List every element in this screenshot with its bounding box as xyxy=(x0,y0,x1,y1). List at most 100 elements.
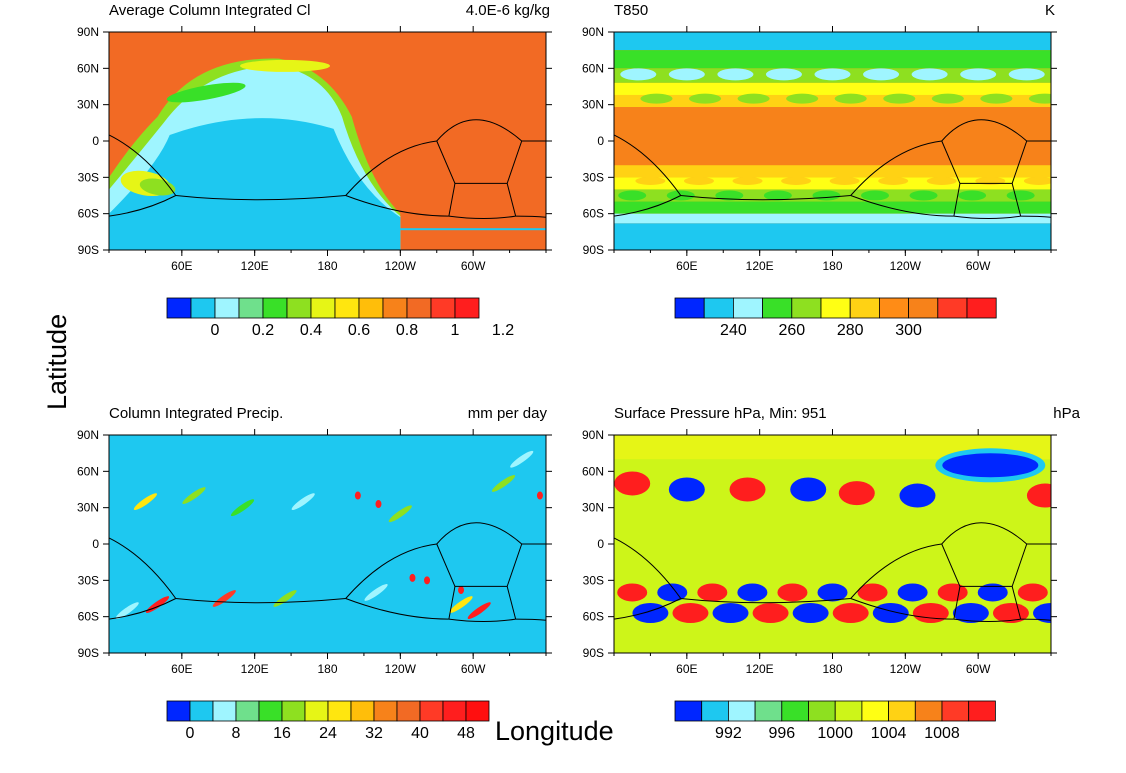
field-layer xyxy=(109,435,546,653)
y-tick-label: 90S xyxy=(583,243,604,257)
grid-boundary-line xyxy=(850,543,942,599)
grid-boundary-line xyxy=(436,140,456,184)
x-tick-label: 120E xyxy=(746,259,774,273)
field-band xyxy=(614,165,1051,178)
grid-boundary-line xyxy=(1011,140,1028,184)
pressure-blob xyxy=(792,603,829,624)
pressure-blob xyxy=(1026,483,1051,508)
grid-boundary-line xyxy=(850,598,954,620)
field-blob xyxy=(737,93,770,104)
pressure-blob xyxy=(712,603,749,624)
field-blob xyxy=(863,68,900,81)
panel-units: K xyxy=(1044,2,1055,19)
grid-boundary-line xyxy=(506,543,523,587)
x-tick-label: 120E xyxy=(241,662,269,676)
pressure-blob xyxy=(777,583,808,602)
pressure-blob xyxy=(1017,583,1048,602)
precip-streak xyxy=(291,493,315,511)
grid-boundary-line xyxy=(613,537,682,599)
grid-boundary-line xyxy=(1020,215,1052,218)
precip-streak xyxy=(388,505,412,523)
precip-streak xyxy=(364,584,388,601)
field-blob xyxy=(960,68,997,81)
x-tick-label: 120W xyxy=(385,259,417,273)
y-tick-label: 30N xyxy=(77,501,99,515)
panel-column-cl: Average Column Integrated Cl 4.0E-6 kg/k… xyxy=(0,0,560,360)
panel-surface-pressure: Surface Pressure hPa, Min: 951 hPa 90N 60… xyxy=(505,403,1080,763)
panel-title: Column Integrated Precip. xyxy=(109,405,284,422)
grid-boundary-line xyxy=(506,586,517,620)
field-band xyxy=(614,32,1051,51)
field-blob xyxy=(240,59,331,72)
field-blob xyxy=(931,93,964,104)
field-region-cyan xyxy=(109,118,401,250)
grid-boundary-line xyxy=(515,618,547,621)
grid-boundary-line xyxy=(108,537,177,599)
y-tick-label: 30N xyxy=(582,98,604,112)
x-tick-label: 60E xyxy=(171,662,192,676)
y-tick-label: 90N xyxy=(582,25,604,39)
grid-boundary-line xyxy=(1011,183,1022,217)
grid-boundary-line xyxy=(345,140,437,196)
pressure-blob xyxy=(617,583,648,602)
grid-boundary-line xyxy=(345,543,437,599)
grid-boundary-line xyxy=(506,140,523,184)
grid-boundary-line xyxy=(436,543,456,587)
field-blob xyxy=(1006,190,1035,201)
x-tick-label: 180 xyxy=(822,259,842,273)
precip-cell xyxy=(458,586,465,595)
x-tick-label: 60E xyxy=(171,259,192,273)
grid-boundary-line xyxy=(613,598,681,620)
precip-cell xyxy=(409,573,416,582)
y-tick-label: 90N xyxy=(582,428,604,442)
y-tick-label: 60S xyxy=(583,610,604,624)
y-tick-label: 90S xyxy=(78,646,99,660)
field-blob xyxy=(717,68,754,81)
x-tick-label: 180 xyxy=(317,259,337,273)
y-tick-label: 0 xyxy=(597,537,604,551)
field-band xyxy=(614,107,1051,166)
pressure-blob xyxy=(1033,603,1051,624)
field-blob xyxy=(909,190,938,201)
grid-boundary-line xyxy=(953,618,1021,622)
field-blob xyxy=(1008,68,1045,81)
pressure-blob xyxy=(729,477,766,502)
grid-boundary-line xyxy=(448,586,456,620)
precip-cell xyxy=(354,491,361,500)
pressure-blob xyxy=(899,483,936,508)
field-blob xyxy=(763,190,792,201)
y-tick-label: 60S xyxy=(78,207,99,221)
precip-streak xyxy=(133,493,158,511)
pressure-blob xyxy=(737,583,768,602)
grid-boundary-line xyxy=(448,215,516,219)
field-blob xyxy=(814,68,851,81)
field-layer xyxy=(614,435,1051,653)
y-tick-label: 90N xyxy=(77,428,99,442)
panel-title: T850 xyxy=(614,2,649,19)
y-tick-label: 90N xyxy=(77,25,99,39)
panel-t850: T850 K 90N 60N 30N 0 30S 60S 90S 60E 120E 180 120W… xyxy=(505,0,1065,360)
precip-streak xyxy=(510,450,534,468)
x-tick-label: 180 xyxy=(317,662,337,676)
grid-boundary-line xyxy=(613,134,682,196)
field-blob xyxy=(715,190,744,201)
field-blob xyxy=(812,190,841,201)
field-blob xyxy=(878,176,909,185)
y-tick-label: 30N xyxy=(77,98,99,112)
x-tick-label: 120W xyxy=(890,259,922,273)
grid-boundary-line xyxy=(941,522,1028,545)
y-tick-label: 0 xyxy=(92,134,99,148)
grid-boundary-line xyxy=(1011,586,1022,620)
field-blob xyxy=(166,82,246,103)
field-blob xyxy=(883,93,916,104)
grid-boundary-line xyxy=(1020,618,1052,621)
y-tick-label: 30S xyxy=(78,170,99,184)
map-plot: 90N 60N 30N 0 30S 60S 90S 60E 120E 180 120W 60W xyxy=(77,428,552,676)
field-blob xyxy=(860,190,889,201)
x-tick-label: 120W xyxy=(890,662,922,676)
grid-boundary-line xyxy=(1011,543,1028,587)
precip-streak xyxy=(212,590,236,607)
grid-boundary-line xyxy=(850,140,942,196)
y-tick-label: 0 xyxy=(92,537,99,551)
y-axis-label: Latitude xyxy=(42,313,72,410)
